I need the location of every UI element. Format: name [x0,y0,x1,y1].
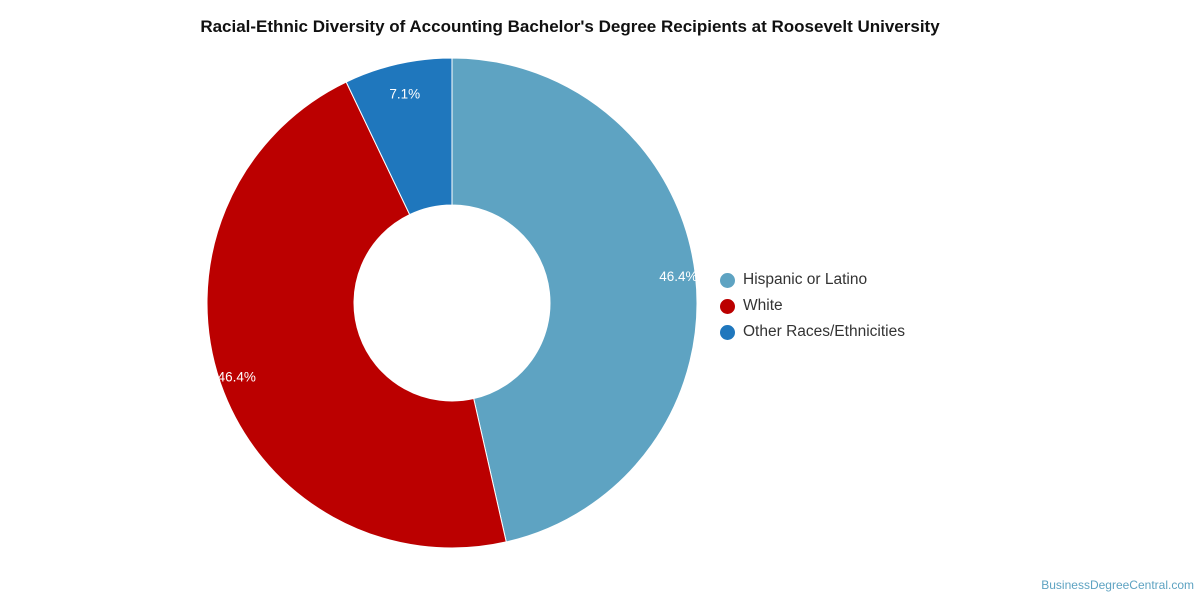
legend-label: White [743,297,783,314]
slice-other-races-ethnicities[interactable] [345,57,453,216]
legend-swatch-circle-icon [720,298,735,314]
legend-item-white[interactable]: White [720,293,905,319]
legend-label: Other Races/Ethnicities [743,323,905,340]
slice-value-label: 46.4% [218,369,256,384]
legend-item-other-races-ethnicities[interactable]: Other Races/Ethnicities [720,319,905,345]
legend-label: Hispanic or Latino [743,271,868,288]
slice-white[interactable] [206,81,507,549]
legend-item-hispanic-or-latino[interactable]: Hispanic or Latino [720,267,905,293]
slice-value-label: 46.4% [659,269,697,284]
slice-value-label: 7.1% [389,87,420,102]
chart-title: Racial-Ethnic Diversity of Accounting Ba… [200,17,940,36]
legend-swatch-circle-icon [720,272,735,288]
slice-hispanic-or-latino[interactable] [451,57,698,543]
source-credit[interactable]: BusinessDegreeCentral.com [1041,578,1194,592]
legend-swatch-circle-icon [720,324,735,340]
chart-legend: Hispanic or Latino White Other Races/Eth… [720,267,905,345]
